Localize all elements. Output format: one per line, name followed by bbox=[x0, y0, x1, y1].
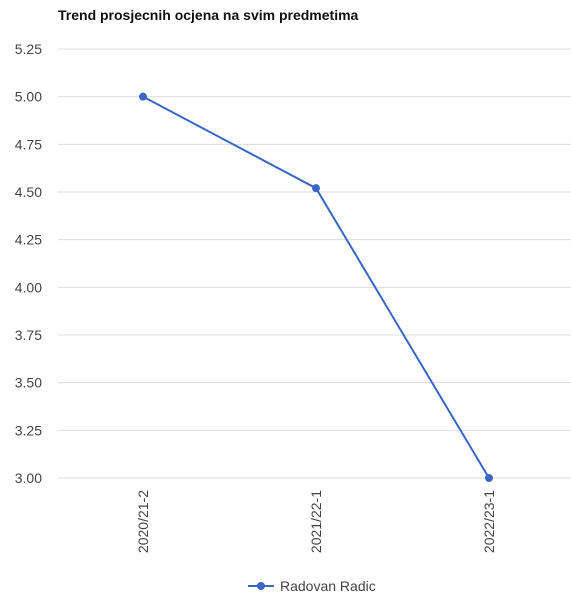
data-point[interactable] bbox=[139, 92, 147, 101]
y-tick-label: 5.25 bbox=[15, 41, 42, 57]
data-point[interactable] bbox=[312, 184, 320, 193]
y-tick-label: 4.75 bbox=[15, 136, 42, 152]
x-axis-ticks: 2020/21-2 2021/22-1 2022/23-1 bbox=[135, 490, 497, 553]
chart-title: Trend prosjecnih ocjena na svim predmeti… bbox=[58, 7, 359, 23]
x-tick-label: 2020/21-2 bbox=[135, 490, 151, 553]
series-layer bbox=[139, 92, 493, 482]
y-tick-label: 4.00 bbox=[15, 279, 42, 295]
y-tick-label: 3.00 bbox=[15, 470, 42, 486]
y-tick-label: 3.75 bbox=[15, 327, 42, 343]
y-axis-ticks: 5.25 5.00 4.75 4.50 4.25 4.00 3.75 3.50 3.25 3.00 bbox=[15, 41, 42, 486]
y-tick-label: 5.00 bbox=[15, 89, 42, 105]
grid-layer bbox=[58, 48, 571, 479]
y-tick-label: 3.50 bbox=[15, 375, 42, 391]
y-tick-label: 4.25 bbox=[15, 232, 42, 248]
y-tick-label: 3.25 bbox=[15, 422, 42, 438]
legend-label[interactable]: Radovan Radic bbox=[280, 578, 376, 594]
legend-swatch-marker bbox=[257, 582, 265, 590]
x-tick-label: 2021/22-1 bbox=[308, 490, 324, 553]
x-tick-label: 2022/23-1 bbox=[481, 490, 497, 553]
y-tick-label: 4.50 bbox=[15, 184, 42, 200]
data-point[interactable] bbox=[485, 474, 493, 482]
legend[interactable]: Radovan Radic bbox=[248, 578, 376, 594]
